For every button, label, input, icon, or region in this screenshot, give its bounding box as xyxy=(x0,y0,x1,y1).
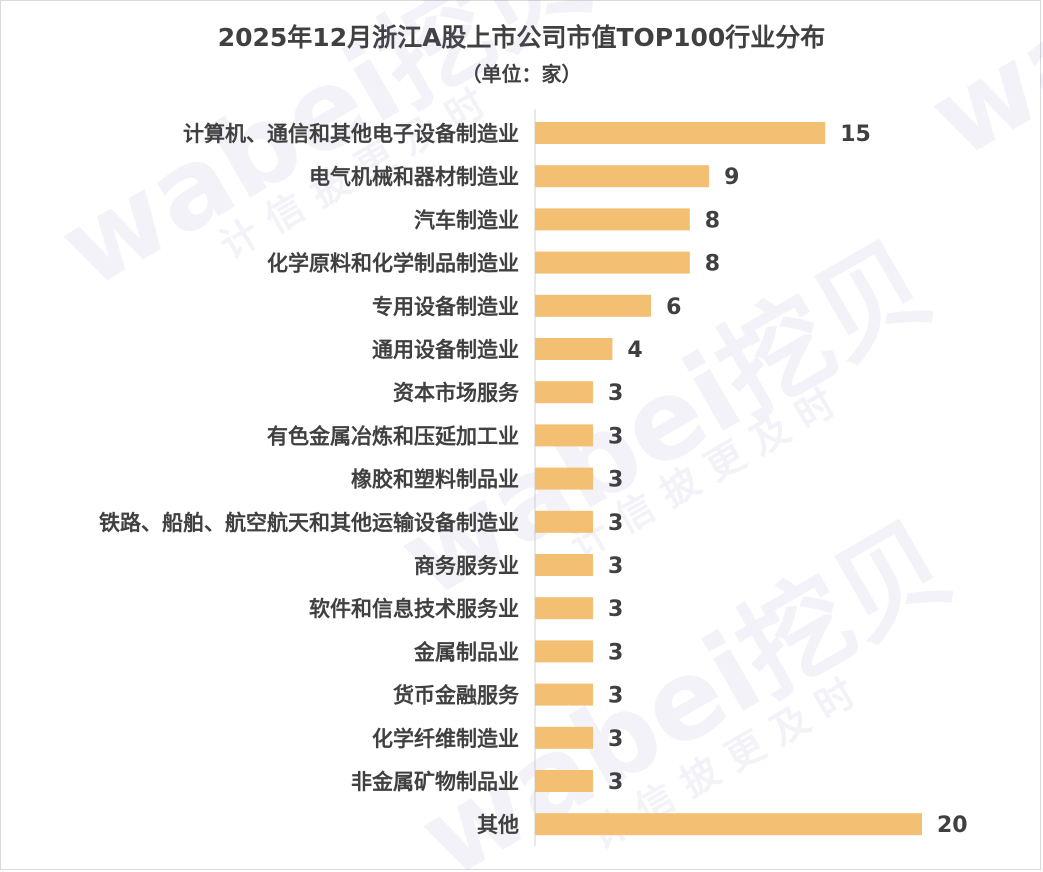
value-label: 9 xyxy=(724,165,739,190)
value-label: 20 xyxy=(937,813,968,838)
bar xyxy=(535,338,613,360)
bar xyxy=(535,122,826,144)
category-label: 金属制品业 xyxy=(413,640,519,664)
value-label: 3 xyxy=(608,511,623,536)
bar xyxy=(535,597,594,620)
value-label: 3 xyxy=(608,424,623,449)
category-label: 汽车制造业 xyxy=(414,208,519,232)
chart-title: 2025年12月浙江A股上市公司市值TOP100行业分布 xyxy=(217,23,826,52)
watermark-logo: wabei挖贝 xyxy=(909,0,1043,183)
bar xyxy=(535,813,922,836)
bar xyxy=(535,208,690,231)
bar xyxy=(535,770,594,792)
category-label: 通用设备制造业 xyxy=(372,338,519,362)
category-label: 铁路、船舶、航空航天和其他运输设备制造业 xyxy=(99,511,519,535)
category-label: 化学纤维制造业 xyxy=(372,727,519,751)
bar xyxy=(535,294,652,317)
value-label: 6 xyxy=(666,295,681,320)
value-label: 4 xyxy=(627,338,642,363)
value-label: 8 xyxy=(705,252,720,277)
bar xyxy=(535,381,594,404)
category-label: 其他 xyxy=(477,813,519,837)
value-label: 3 xyxy=(608,770,623,795)
category-label: 专用设备制造业 xyxy=(372,295,519,319)
bar xyxy=(535,640,594,663)
value-label: 3 xyxy=(608,727,623,752)
category-label: 电气机械和器材制造业 xyxy=(309,165,519,189)
category-label: 非金属矿物制品业 xyxy=(351,770,519,794)
plot-area: 计算机、通信和其他电子设备制造业 15 电气机械和器材制造业 9 汽车制造业 8 化学原料和… xyxy=(99,109,968,846)
category-label: 货币金融服务 xyxy=(393,684,520,708)
bar xyxy=(535,467,594,490)
chart-subtitle: （单位：家） xyxy=(461,62,582,86)
bar xyxy=(535,251,690,274)
value-label: 3 xyxy=(608,381,623,406)
bar xyxy=(535,683,594,706)
value-label: 8 xyxy=(705,208,720,233)
bar xyxy=(535,726,594,749)
value-label: 3 xyxy=(608,554,623,579)
category-label: 有色金属冶炼和压延加工业 xyxy=(267,424,519,448)
bar xyxy=(535,554,594,576)
value-label: 3 xyxy=(608,684,623,709)
value-label: 3 xyxy=(608,597,623,622)
category-label: 橡胶和塑料制品业 xyxy=(351,468,519,492)
category-label: 计算机、通信和其他电子设备制造业 xyxy=(183,122,519,146)
category-label: 商务服务业 xyxy=(414,554,519,578)
value-label: 15 xyxy=(840,122,871,147)
bar xyxy=(535,165,710,188)
category-label: 软件和信息技术服务业 xyxy=(309,597,519,621)
category-label: 资本市场服务 xyxy=(393,381,520,405)
bar xyxy=(535,510,594,533)
value-label: 3 xyxy=(608,468,623,493)
category-label: 化学原料和化学制品制造业 xyxy=(267,252,519,276)
value-label: 3 xyxy=(608,640,623,665)
bar xyxy=(535,424,594,447)
